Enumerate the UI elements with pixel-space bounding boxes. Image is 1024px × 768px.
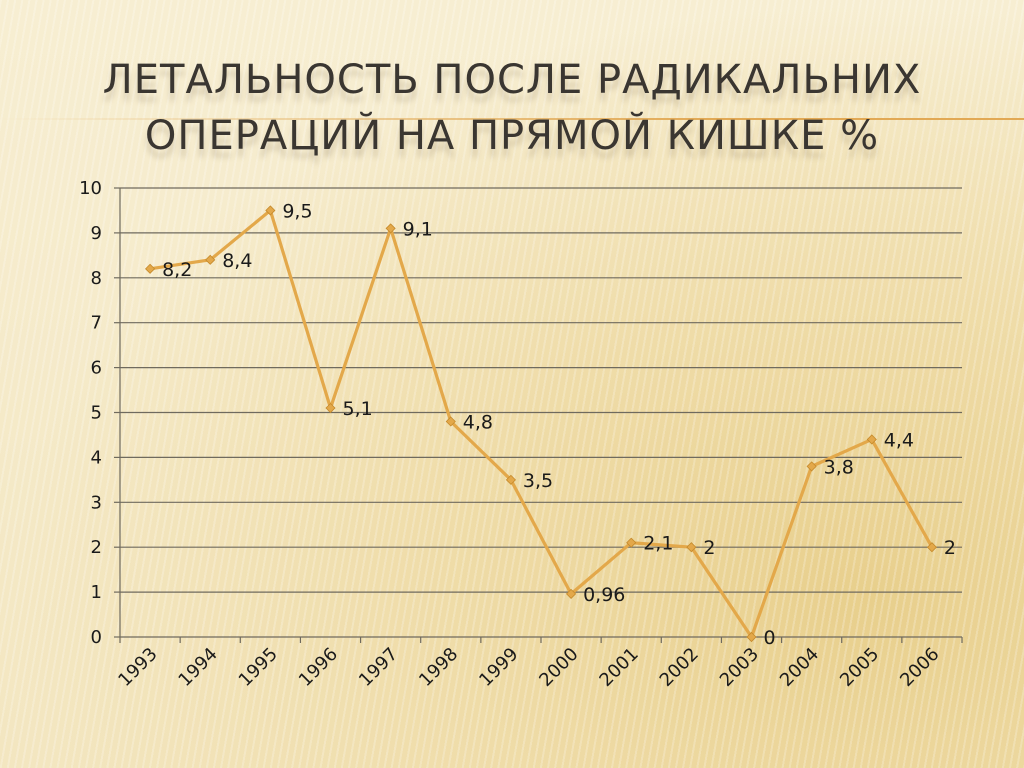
x-tick-label-1995: 1995 xyxy=(235,644,282,691)
chart-series xyxy=(145,205,937,643)
data-label-1993: 8,2 xyxy=(162,259,192,281)
data-label-1998: 4,8 xyxy=(463,411,493,433)
data-point-2006 xyxy=(926,542,937,553)
x-axis-tick-labels: 1993 1994 1995 1996 1997 1998 1999 2000 2001 2002… xyxy=(114,644,943,691)
data-label-2000: 0,96 xyxy=(583,584,625,606)
x-tick-label-2006: 2006 xyxy=(896,644,943,691)
data-label-2005: 4,4 xyxy=(884,429,914,451)
data-label-1995: 9,5 xyxy=(282,200,312,222)
y-axis-tick-labels: 0 1 2 3 4 5 6 7 8 9 10 xyxy=(79,178,102,648)
data-label-2002: 2 xyxy=(703,537,715,559)
data-label-2003: 0 xyxy=(764,627,776,649)
page-title-line-1: ЛЕТАЛЬНОСТЬ ПОСЛЕ РАДИКАЛЬНИХ xyxy=(102,57,922,103)
data-point-2002 xyxy=(686,542,697,553)
y-tick-label-4: 4 xyxy=(91,447,102,468)
y-tick-label-10: 10 xyxy=(79,178,102,199)
series-line xyxy=(149,208,934,639)
data-label-2001: 2,1 xyxy=(643,533,673,555)
x-tick-label-2003: 2003 xyxy=(716,644,763,691)
data-point-1996 xyxy=(325,402,336,414)
page-title-line-2: ОПЕРАЦИЙ НА ПРЯМОЙ КИШКЕ % xyxy=(144,113,880,159)
y-tick-label-0: 0 xyxy=(91,627,102,648)
data-point-2001 xyxy=(626,537,637,548)
title-accent-line xyxy=(0,118,1024,120)
y-tick-label-8: 8 xyxy=(91,268,102,289)
y-tick-label-9: 9 xyxy=(91,223,102,244)
data-label-1994: 8,4 xyxy=(222,250,252,272)
y-tick-label-3: 3 xyxy=(91,492,102,513)
x-tick-label-1997: 1997 xyxy=(355,644,402,691)
x-tick-label-2001: 2001 xyxy=(596,644,643,691)
x-tick-label-1998: 1998 xyxy=(415,644,462,691)
x-tick-label-2002: 2002 xyxy=(656,644,703,691)
x-tick-label-1994: 1994 xyxy=(175,644,222,691)
x-tick-label-2005: 2005 xyxy=(836,644,883,691)
y-tick-label-1: 1 xyxy=(91,582,102,603)
data-label-2006: 2 xyxy=(944,537,956,559)
y-tick-label-7: 7 xyxy=(91,313,102,334)
data-point-2005 xyxy=(866,434,877,445)
data-label-1999: 3,5 xyxy=(523,470,553,492)
x-tick-label-2000: 2000 xyxy=(535,644,582,691)
data-label-2004: 3,8 xyxy=(824,456,854,478)
data-labels: 8,2 8,4 9,5 5,1 9,1 4,8 3,5 0,96 2,1 2 0 3,8 4,4 2 xyxy=(162,200,956,649)
chart-axes xyxy=(114,187,963,643)
x-tick-label-1999: 1999 xyxy=(475,644,522,691)
data-point-1994 xyxy=(205,254,216,265)
page-title: ЛЕТАЛЬНОСТЬ ПОСЛЕ РАДИКАЛЬНИХ ОПЕРАЦИЙ Н… xyxy=(40,52,984,164)
data-point-2004 xyxy=(806,461,817,472)
y-tick-label-5: 5 xyxy=(91,403,102,424)
x-tick-label-1996: 1996 xyxy=(295,644,342,691)
y-tick-label-6: 6 xyxy=(91,358,102,379)
y-tick-label-2: 2 xyxy=(91,537,102,558)
data-label-1997: 9,1 xyxy=(403,218,433,240)
data-label-1996: 5,1 xyxy=(343,398,373,420)
data-point-1999 xyxy=(505,474,516,485)
data-point-1997 xyxy=(385,223,396,234)
data-point-1993 xyxy=(145,263,156,274)
x-tick-label-1993: 1993 xyxy=(114,644,161,691)
data-point-2000 xyxy=(566,588,577,599)
data-point-1995 xyxy=(265,205,276,216)
data-point-1998 xyxy=(445,416,456,427)
x-tick-label-2004: 2004 xyxy=(776,644,823,691)
chart-gridlines xyxy=(120,187,962,593)
data-point-2003 xyxy=(746,631,757,643)
